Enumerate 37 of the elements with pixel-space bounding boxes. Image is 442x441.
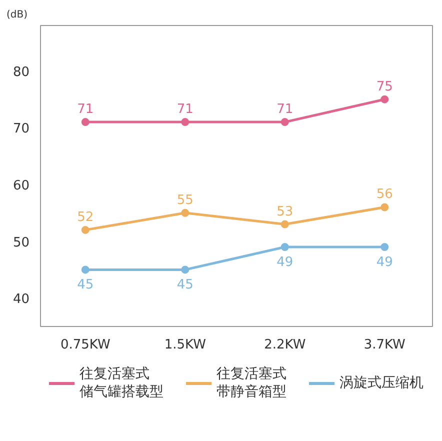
data-label: 71 [276, 102, 294, 118]
point [81, 266, 90, 274]
point [181, 208, 190, 217]
data-label: 45 [77, 278, 94, 293]
data-label: 45 [176, 278, 194, 293]
point [280, 220, 289, 228]
point [280, 242, 289, 251]
point [380, 95, 389, 104]
data-label: 56 [376, 187, 393, 202]
x-tick-label: 2.2KW [264, 338, 306, 352]
y-tick-label: 40 [12, 292, 30, 308]
point [380, 203, 389, 212]
y-tick-label: 80 [12, 64, 30, 80]
point [181, 266, 190, 274]
point [280, 118, 289, 126]
data-label: 71 [77, 102, 94, 118]
data-label: 75 [376, 79, 393, 94]
y-tick-label: 70 [12, 122, 30, 137]
data-label: 49 [376, 254, 393, 270]
y-axis-title: (dB) [6, 10, 28, 20]
point [81, 226, 90, 234]
legend-label: 往复活塞式储气罐搭载型 [80, 365, 164, 401]
data-label: 52 [77, 210, 94, 225]
data-label: 55 [176, 192, 194, 208]
x-tick-label: 0.75KW [60, 338, 110, 352]
y-tick-label: 50 [12, 235, 30, 250]
point [81, 118, 90, 126]
legend-label: 涡旋式压缩机 [340, 374, 424, 392]
point [181, 118, 190, 126]
data-label: 53 [276, 204, 294, 220]
x-tick-label: 3.7KW [364, 338, 406, 352]
data-label: 71 [176, 102, 194, 118]
point [380, 242, 389, 251]
y-tick-label: 60 [12, 178, 30, 194]
data-label: 49 [276, 254, 294, 270]
x-tick-label: 1.5KW [164, 338, 206, 352]
legend-label: 往复活塞式带静音箱型 [216, 365, 286, 401]
